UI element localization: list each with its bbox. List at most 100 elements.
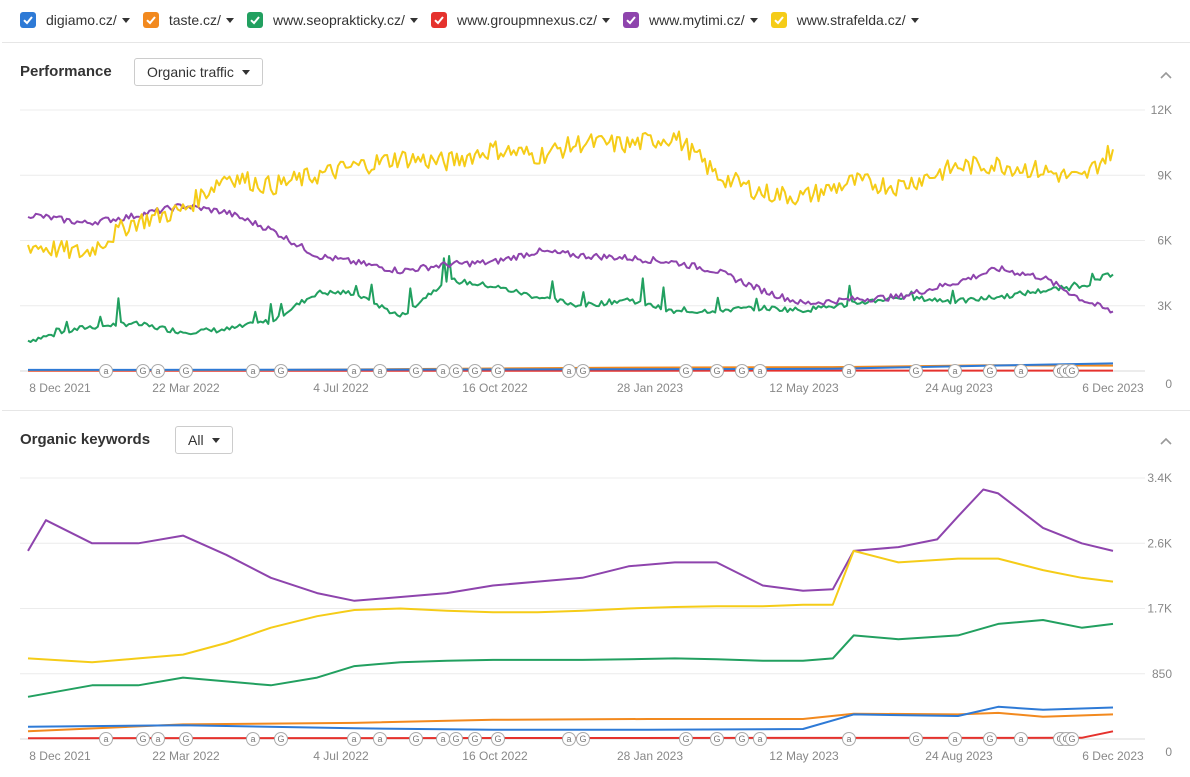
annotation-marker[interactable] <box>136 732 150 746</box>
annotation-marker-label: a <box>757 734 762 744</box>
annotation-marker[interactable] <box>274 732 288 746</box>
annotation-marker-label: a <box>1018 366 1023 376</box>
annotation-marker[interactable] <box>735 732 749 746</box>
chart-performance: 0 3K 6K 9K 12K 8 Dec 2021 22 Mar 2022 4 Jul 202… <box>20 103 1172 395</box>
y-tick-label: 3K <box>1157 299 1172 313</box>
annotation-marker[interactable] <box>753 364 767 378</box>
x-tick-label: 12 May 2023 <box>769 749 839 763</box>
checkbox-icon[interactable] <box>430 12 447 28</box>
y-tick-label: 12K <box>1151 103 1172 117</box>
annotation-marker[interactable] <box>1014 364 1028 378</box>
legend-item[interactable]: www.strafelda.cz/ <box>770 12 919 28</box>
annotation-marker[interactable] <box>136 364 150 378</box>
annotation-marker-label: G <box>912 734 919 744</box>
annotation-marker[interactable] <box>179 732 193 746</box>
annotation-marker[interactable] <box>449 364 463 378</box>
annotation-marker-label: G <box>713 734 720 744</box>
annotation-marker[interactable] <box>1065 732 1079 746</box>
annotation-marker[interactable] <box>842 732 856 746</box>
annotation-marker[interactable] <box>246 364 260 378</box>
legend-item[interactable]: www.seoprakticky.cz/ <box>246 12 418 28</box>
legend-item[interactable]: www.groupmnexus.cz/ <box>430 12 611 28</box>
annotation-marker[interactable] <box>347 732 361 746</box>
annotation-marker-label: G <box>682 366 689 376</box>
series-line[interactable] <box>27 203 1114 314</box>
annotation-marker[interactable] <box>373 364 387 378</box>
annotation-marker[interactable] <box>99 732 113 746</box>
annotation-marker[interactable] <box>710 732 724 746</box>
annotation-marker[interactable] <box>909 364 923 378</box>
annotation-marker[interactable] <box>151 364 165 378</box>
series-line[interactable] <box>27 488 1114 602</box>
annotation-marker[interactable] <box>246 732 260 746</box>
annotation-marker[interactable] <box>179 364 193 378</box>
annotation-marker-label: G <box>986 366 993 376</box>
series-line[interactable] <box>27 130 1114 259</box>
chevron-down-icon[interactable] <box>121 17 130 23</box>
annotation-marker[interactable] <box>948 364 962 378</box>
annotation-marker[interactable] <box>449 732 463 746</box>
checkbox-icon[interactable] <box>623 12 640 28</box>
annotation-marker-label: G <box>713 366 720 376</box>
chevron-down-icon[interactable] <box>225 17 234 23</box>
y-tick-label: 3.4K <box>1147 471 1172 485</box>
annotation-marker[interactable] <box>562 732 576 746</box>
annotation-marker[interactable] <box>576 732 590 746</box>
annotation-marker-label: G <box>471 734 478 744</box>
annotation-marker[interactable] <box>99 364 113 378</box>
x-tick-label: 8 Dec 2021 <box>29 381 91 395</box>
checkbox-icon[interactable] <box>20 12 36 28</box>
chevron-up-icon[interactable] <box>1158 67 1174 83</box>
keywords-filter-dropdown[interactable]: All <box>175 426 233 454</box>
y-tick-label: 6K <box>1157 234 1172 248</box>
annotation-marker[interactable] <box>710 364 724 378</box>
annotation-marker[interactable] <box>909 732 923 746</box>
series-line[interactable] <box>27 255 1114 343</box>
annotation-marker[interactable] <box>842 364 856 378</box>
annotation-marker[interactable] <box>491 364 505 378</box>
annotation-marker-label: G <box>579 366 586 376</box>
annotation-marker[interactable] <box>373 732 387 746</box>
annotation-marker[interactable] <box>753 732 767 746</box>
checkbox-icon[interactable] <box>246 12 263 28</box>
annotation-marker[interactable] <box>735 364 749 378</box>
y-tick-label: 1.7K <box>1147 602 1172 616</box>
organic-traffic-dropdown[interactable]: Organic traffic <box>134 58 263 86</box>
series-line[interactable] <box>27 549 1114 664</box>
annotation-marker[interactable] <box>1065 364 1079 378</box>
annotation-marker[interactable] <box>948 732 962 746</box>
series-line[interactable] <box>27 619 1114 698</box>
legend-label: www.strafelda.cz/ <box>796 12 906 28</box>
series-line[interactable] <box>27 711 1114 733</box>
chevron-down-icon[interactable] <box>749 17 758 23</box>
chevron-down-icon[interactable] <box>910 17 919 23</box>
annotation-marker[interactable] <box>409 364 423 378</box>
chevron-up-icon[interactable] <box>1158 433 1174 449</box>
chevron-down-icon[interactable] <box>602 17 611 23</box>
annotation-marker[interactable] <box>983 364 997 378</box>
series-line[interactable] <box>27 705 1114 731</box>
annotation-marker[interactable] <box>679 364 693 378</box>
annotation-marker-label: G <box>182 366 189 376</box>
annotation-marker[interactable] <box>468 732 482 746</box>
annotation-marker[interactable] <box>576 364 590 378</box>
keywords-filter-dropdown-value: All <box>188 432 204 448</box>
checkbox-icon[interactable] <box>770 12 787 28</box>
annotation-marker[interactable] <box>151 732 165 746</box>
legend-item[interactable]: taste.cz/ <box>142 12 234 28</box>
legend-label: digiamo.cz/ <box>46 12 117 28</box>
annotation-marker[interactable] <box>468 364 482 378</box>
annotation-marker[interactable] <box>409 732 423 746</box>
chevron-down-icon[interactable] <box>409 17 418 23</box>
checkbox-icon[interactable] <box>142 12 159 28</box>
annotation-marker[interactable] <box>347 364 361 378</box>
annotation-marker-label: G <box>682 734 689 744</box>
annotation-marker[interactable] <box>1014 732 1028 746</box>
annotation-marker[interactable] <box>983 732 997 746</box>
annotation-marker[interactable] <box>562 364 576 378</box>
annotation-marker[interactable] <box>491 732 505 746</box>
annotation-marker[interactable] <box>679 732 693 746</box>
legend-item[interactable]: digiamo.cz/ <box>20 12 130 28</box>
legend-item[interactable]: www.mytimi.cz/ <box>623 12 758 28</box>
annotation-marker[interactable] <box>274 364 288 378</box>
